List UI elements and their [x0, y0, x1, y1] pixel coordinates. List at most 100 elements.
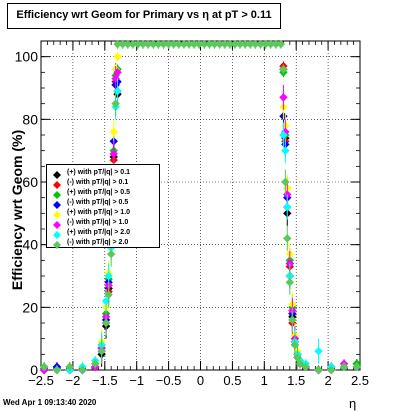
legend-label: (-) with pT/|q| > 0.5	[67, 198, 129, 206]
data-point	[279, 93, 288, 102]
data-point	[109, 127, 118, 137]
data-point	[220, 39, 229, 49]
data-point	[174, 39, 184, 49]
data-point	[235, 39, 245, 49]
x-tick-label: 1	[261, 373, 268, 388]
legend-marker	[51, 197, 63, 209]
x-axis-label: η	[349, 396, 357, 411]
legend-entry: (-) with pT/|q| > 2.0	[51, 237, 129, 249]
data-point	[261, 39, 270, 49]
data-point	[281, 177, 290, 187]
data-point	[104, 271, 113, 281]
data-point	[240, 39, 250, 49]
data-point	[301, 362, 310, 372]
data-point	[339, 362, 349, 372]
data-point	[128, 39, 138, 49]
x-tick-label: −2	[65, 373, 80, 388]
legend: (+) with pT/|q| > 0.1 (-) with pT/|q| > 0…	[46, 164, 160, 249]
legend-label: (-) with pT/|q| > 1.0	[67, 218, 129, 226]
data-point	[184, 39, 194, 49]
data-point	[106, 249, 116, 259]
legend-marker	[51, 237, 63, 249]
data-point	[159, 39, 168, 49]
data-point	[327, 365, 336, 375]
legend-entry: (-) with pT/|q| > 0.5	[51, 197, 129, 209]
x-tick-label: 0	[197, 373, 204, 388]
legend-marker	[51, 167, 63, 179]
data-point	[210, 39, 219, 49]
y-tick-label: 60	[22, 174, 38, 190]
data-point	[123, 39, 132, 49]
data-point	[133, 39, 143, 49]
y-tick-label: 40	[22, 237, 38, 253]
data-point	[111, 99, 120, 108]
legend-marker	[51, 207, 63, 219]
data-point	[78, 365, 87, 375]
data-point	[230, 39, 240, 49]
legend-marker	[51, 227, 63, 239]
legend-marker	[51, 177, 63, 189]
legend-label: (-) with pT/|q| > 0.1	[67, 178, 129, 186]
data-point	[164, 39, 173, 49]
legend-label: (+) with pT/|q| > 0.1	[67, 168, 131, 176]
x-tick-label: −1	[129, 373, 144, 388]
series-8	[39, 39, 362, 375]
x-tick-label: −0.5	[156, 373, 182, 388]
data-point	[91, 359, 100, 368]
data-point	[154, 39, 163, 49]
data-point	[283, 234, 292, 243]
y-tick-label: 100	[15, 49, 39, 65]
legend-entry: (+) with pT/|q| > 0.1	[51, 167, 131, 179]
data-point	[179, 39, 189, 49]
data-point	[104, 290, 113, 299]
data-point	[113, 86, 122, 96]
data-point	[279, 65, 288, 74]
x-tick-label: −1.5	[92, 373, 118, 388]
data-point	[109, 149, 118, 158]
data-point	[200, 39, 209, 49]
data-point	[256, 39, 265, 49]
legend-label: (+) with pT/|q| > 2.0	[67, 228, 131, 236]
legend-label: (+) with pT/|q| > 0.5	[67, 188, 131, 196]
data-point	[113, 39, 122, 49]
data-point	[113, 68, 122, 77]
data-point	[101, 318, 111, 328]
data-point	[279, 130, 288, 140]
data-point	[189, 39, 199, 49]
legend-entry: (-) with pT/|q| > 0.1	[51, 177, 129, 189]
legend-entry: (+) with pT/|q| > 0.5	[51, 187, 131, 199]
data-point	[288, 315, 297, 325]
y-tick-label: 20	[22, 299, 38, 315]
legend-entry: (+) with pT/|q| > 2.0	[51, 227, 131, 239]
data-point	[352, 362, 362, 372]
data-point	[143, 39, 153, 49]
x-tick-label: 1.5	[287, 373, 305, 388]
data-point	[195, 39, 204, 49]
data-point	[251, 39, 260, 49]
data-points	[39, 39, 362, 375]
data-point	[276, 39, 286, 49]
x-tick-label: 2.5	[351, 373, 369, 388]
data-point	[39, 362, 49, 372]
data-point	[314, 365, 323, 375]
legend-entry: (+) with pT/|q| > 1.0	[51, 207, 131, 219]
legend-marker	[51, 217, 63, 229]
y-tick-label: 0	[30, 362, 38, 378]
data-point	[271, 39, 280, 49]
data-point	[205, 39, 214, 49]
data-point	[314, 347, 323, 356]
data-point	[138, 39, 148, 49]
data-point	[65, 362, 74, 372]
legend-entry: (-) with pT/|q| > 1.0	[51, 217, 129, 229]
data-point	[215, 39, 224, 49]
data-point	[113, 52, 122, 61]
legend-label: (-) with pT/|q| > 2.0	[67, 238, 129, 246]
legend-label: (+) with pT/|q| > 1.0	[67, 208, 131, 216]
footer-timestamp: Wed Apr 1 09:13:40 2020	[3, 398, 97, 407]
data-point	[169, 39, 178, 49]
data-point	[118, 39, 127, 49]
data-point	[285, 278, 295, 287]
x-tick-label: 2	[324, 373, 331, 388]
x-tick-label: 0.5	[223, 373, 241, 388]
